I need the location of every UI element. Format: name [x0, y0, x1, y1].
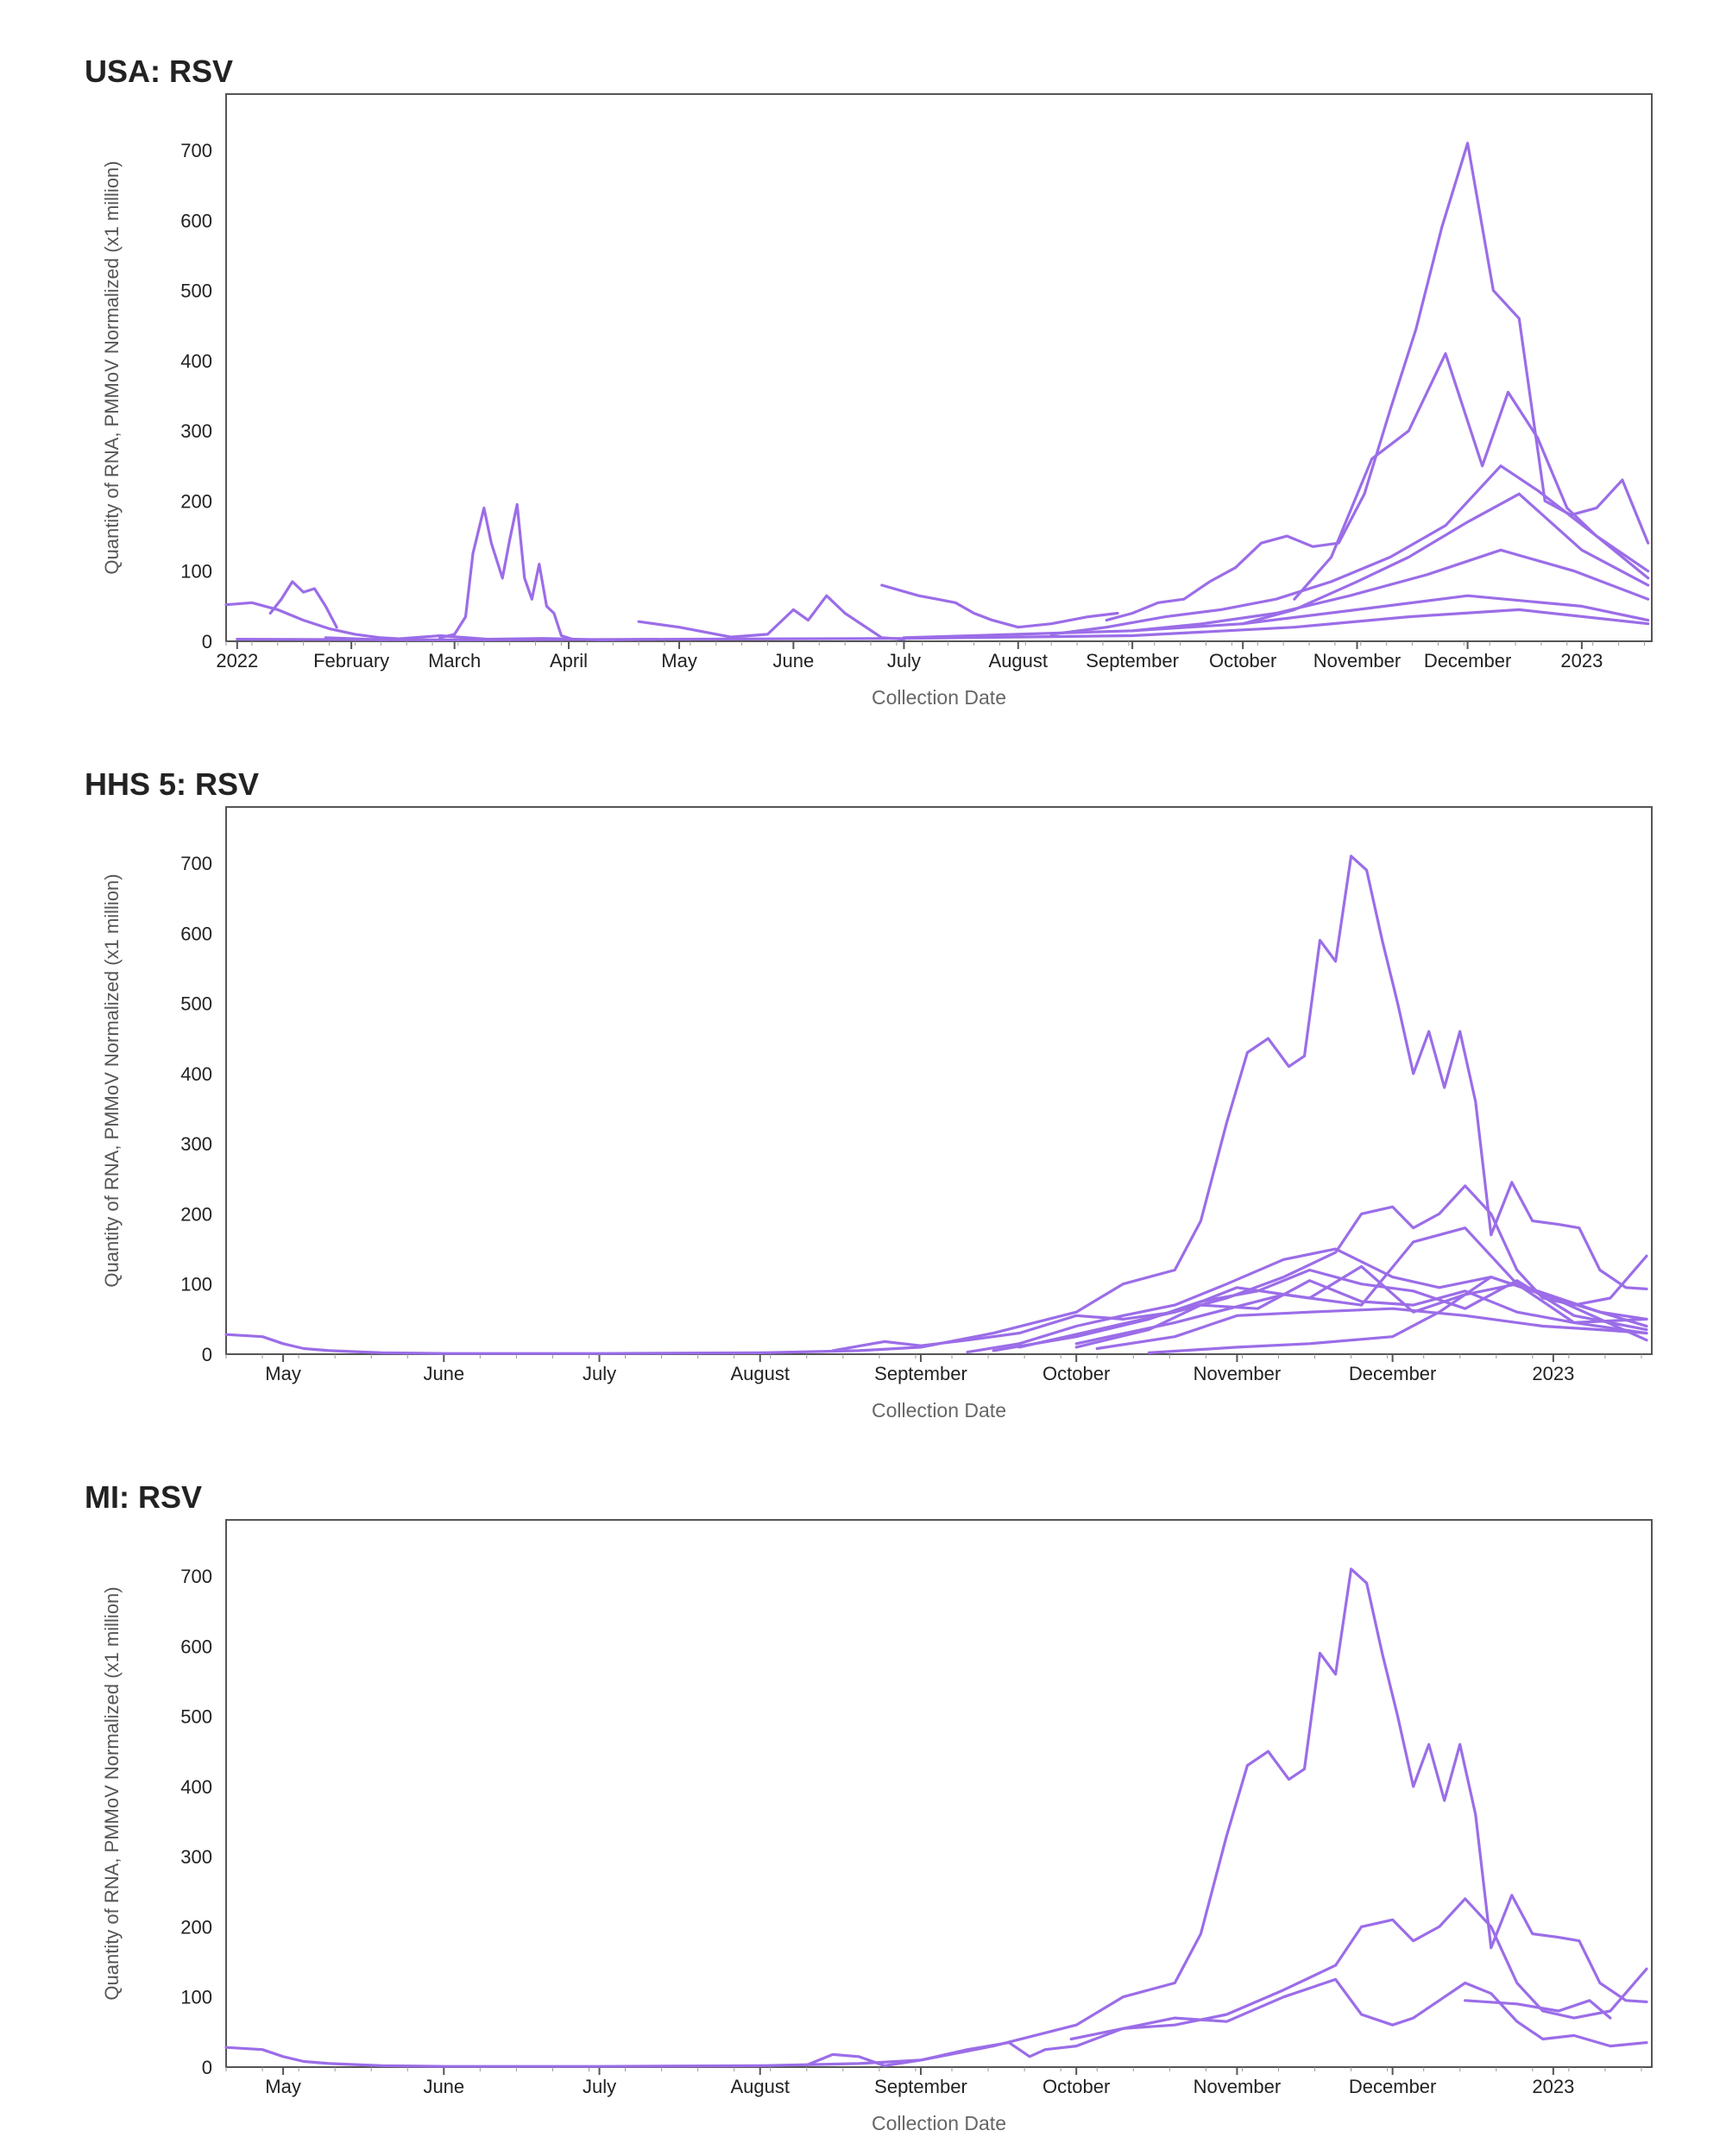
y-tick-label: 200: [180, 490, 212, 512]
y-tick-label: 600: [180, 210, 212, 231]
x-tick-label: 2023: [1532, 1363, 1574, 1384]
x-tick-label: June: [423, 2076, 464, 2097]
y-tick-label: 0: [202, 631, 212, 652]
chart-title: MI: RSV: [85, 1479, 203, 1515]
x-tick-label: February: [313, 650, 389, 671]
x-tick-label: July: [583, 1363, 616, 1384]
chart-mi-svg: 0 100 200 300 400 500 600 700 May June July August S…: [101, 1519, 1653, 2134]
series-line-5: [637, 594, 906, 641]
x-axis-title: Collection Date: [872, 1399, 1006, 1422]
y-tick-label: 300: [180, 1846, 212, 1868]
x-tick-label: July: [583, 2076, 616, 2097]
series-line-5: [1017, 1264, 1648, 1349]
series-line-8: [1147, 1275, 1648, 1355]
y-tick-label: 300: [180, 420, 212, 442]
x-tick-label: September: [1086, 650, 1179, 671]
x-tick-label: December: [1424, 650, 1511, 671]
x-axis-title: Collection Date: [872, 686, 1006, 709]
y-tick-label: 700: [180, 853, 212, 874]
x-tick-label: 2022: [216, 650, 258, 671]
series-line-3: [438, 502, 574, 641]
x-tick-label: May: [265, 1363, 301, 1384]
plot-frame: [225, 806, 1653, 1355]
series-line-11: [1131, 548, 1650, 633]
y-tick-label: 100: [180, 1987, 212, 2008]
series-line-13: [236, 608, 1650, 642]
x-tick-label: September: [874, 2076, 967, 2097]
x-axis-title: Collection Date: [872, 2112, 1006, 2134]
chart-title: HHS 5: RSV: [85, 766, 260, 802]
x-tick-label: August: [730, 2076, 790, 2097]
x-tick-label: October: [1209, 650, 1276, 671]
x-tick-label: November: [1313, 650, 1401, 671]
series-line-1: [224, 854, 1648, 1355]
y-tick-label: 400: [180, 350, 212, 372]
series-line-2: [831, 1184, 1648, 1352]
chart-panel-usa: USA: RSV 0 100 200 300 400 500 600 700 2022 Febru…: [0, 0, 1726, 709]
y-tick-label: 700: [180, 1566, 212, 1587]
y-tick-label: 500: [180, 281, 212, 302]
series-line-9: [1074, 1226, 1648, 1346]
series-line-3: [1069, 1977, 1648, 2048]
y-axis-title: Quantity of RNA, PMMoV Normalized (x1 mi…: [101, 873, 123, 1287]
y-tick-label: 400: [180, 1776, 212, 1798]
series-line-6: [880, 583, 1119, 629]
x-tick-label: August: [730, 1363, 790, 1384]
y-tick-label: 300: [180, 1133, 212, 1155]
y-tick-label: 500: [180, 1706, 212, 1728]
y-tick-label: 200: [180, 1203, 212, 1225]
series-line-1: [224, 601, 408, 641]
y-tick-label: 100: [180, 1274, 212, 1295]
x-tick-label: October: [1043, 2076, 1110, 2097]
x-tick-label: May: [661, 650, 697, 671]
y-axis-title: Quantity of RNA, PMMoV Normalized (x1 mi…: [101, 161, 123, 574]
chart-panel-mi: MI: RSV 0 100 200 300 400 500 600 700 May June Jul…: [0, 1426, 1726, 2134]
x-tick-label: July: [887, 650, 921, 671]
x-tick-label: May: [265, 2076, 301, 2097]
y-tick-label: 600: [180, 923, 212, 944]
x-tick-label: November: [1194, 2076, 1281, 2097]
series-line-8: [1049, 464, 1650, 636]
series-line-6: [1074, 1279, 1648, 1349]
series-line-2: [268, 580, 338, 629]
x-tick-label: October: [1043, 1363, 1110, 1384]
x-tick-label: December: [1349, 2076, 1436, 2097]
y-tick-label: 600: [180, 1636, 212, 1657]
x-tick-label: September: [874, 1363, 967, 1384]
series-line-2: [805, 1897, 1648, 2068]
y-tick-label: 400: [180, 1063, 212, 1085]
y-tick-label: 0: [202, 1344, 212, 1365]
series-line-12: [902, 594, 1650, 640]
chart-usa-svg: 0 100 200 300 400 500 600 700 2022 February March A…: [101, 93, 1653, 709]
y-axis-title: Quantity of RNA, PMMoV Normalized (x1 mi…: [101, 1586, 123, 2000]
series-line-1: [224, 1567, 1648, 2068]
plot-frame: [225, 93, 1653, 642]
x-tick-label: June: [773, 650, 815, 671]
plot-frame: [225, 1519, 1653, 2068]
x-tick-label: June: [423, 1363, 464, 1384]
series-line-4: [1464, 1999, 1612, 2020]
y-tick-label: 500: [180, 993, 212, 1015]
chart-hhs5-svg: 0 100 200 300 400 500 600 700 May June July August S…: [101, 806, 1653, 1422]
series-line-9: [1293, 352, 1650, 601]
x-tick-label: November: [1194, 1363, 1281, 1384]
x-tick-label: August: [989, 650, 1049, 671]
x-tick-label: 2023: [1532, 2076, 1574, 2097]
y-tick-label: 0: [202, 2057, 212, 2078]
series-line-10: [1241, 492, 1650, 626]
x-tick-label: March: [428, 650, 481, 671]
x-tick-label: April: [550, 650, 588, 671]
x-tick-label: December: [1349, 1363, 1436, 1384]
series-line-7: [1105, 142, 1650, 622]
series-line-7: [1095, 1307, 1648, 1351]
chart-panel-hhs5: HHS 5: RSV 0 100 200 300 400 500 600 700 May June…: [0, 713, 1726, 1422]
chart-title: USA: RSV: [85, 54, 234, 89]
y-tick-label: 200: [180, 1916, 212, 1938]
y-tick-label: 100: [180, 561, 212, 583]
y-tick-label: 700: [180, 140, 212, 161]
x-tick-label: 2023: [1560, 650, 1603, 671]
